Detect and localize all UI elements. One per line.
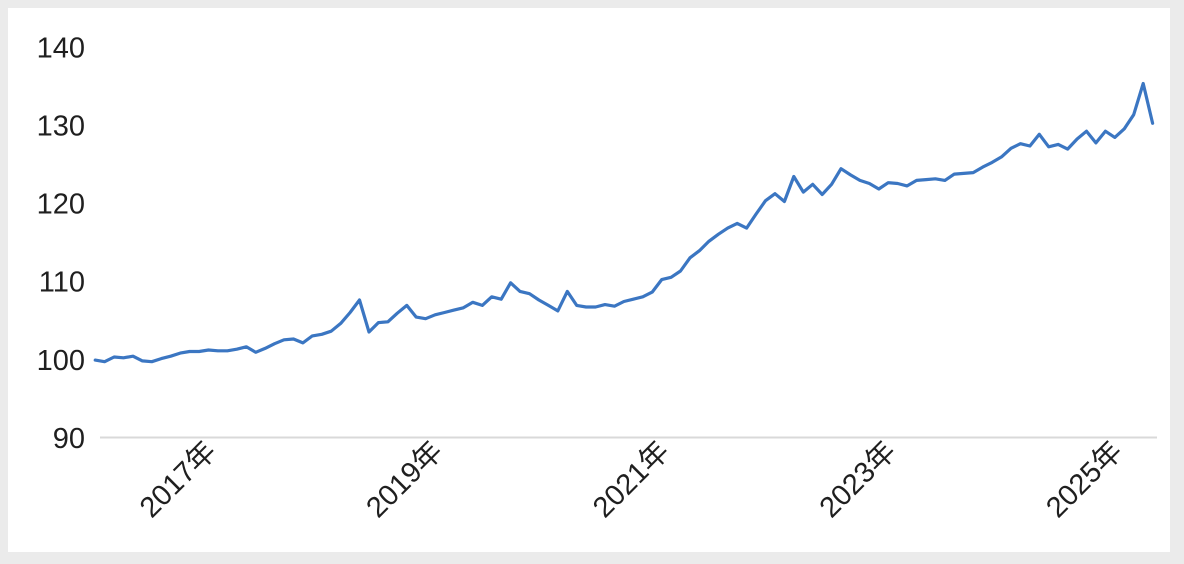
y-axis: 90 100 110 120 130 140 [37, 32, 85, 455]
x-tick-label: 2021年 [586, 435, 675, 524]
y-tick-label: 140 [37, 32, 85, 64]
y-tick-label: 100 [37, 345, 85, 377]
y-tick-label: 90 [53, 423, 85, 455]
x-axis: 2017年 2019年 2021年 2023年 2025年 [100, 435, 1157, 524]
x-tick-label: 2023年 [813, 435, 902, 524]
y-tick-label: 130 [37, 110, 85, 142]
x-tick-label: 2017年 [133, 435, 222, 524]
y-tick-label: 120 [37, 189, 85, 221]
chart-card: 90 100 110 120 130 140 2017年 2019年 2021年 2023年 20… [8, 8, 1170, 552]
x-tick-label: 2019年 [360, 435, 449, 524]
y-tick-label: 110 [39, 267, 85, 299]
series-group [93, 81, 1155, 364]
x-tick-label: 2025年 [1040, 435, 1129, 524]
series-line [93, 81, 1155, 364]
